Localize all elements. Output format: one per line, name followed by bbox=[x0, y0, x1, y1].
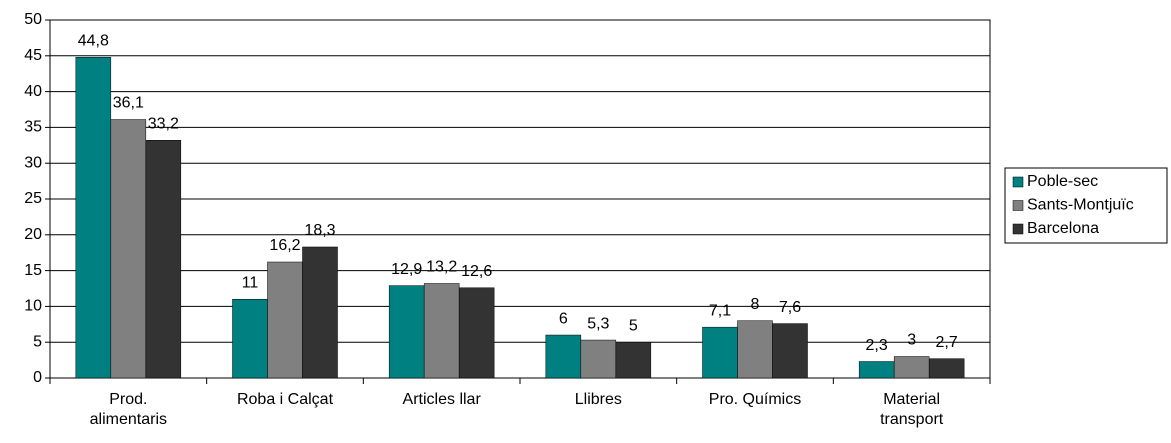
value-label: 6 bbox=[559, 310, 568, 327]
y-tick-label: 50 bbox=[24, 11, 42, 28]
bar bbox=[545, 334, 582, 379]
y-tick-label: 45 bbox=[24, 47, 42, 64]
bar bbox=[928, 358, 965, 379]
x-tick-label: Roba i Calçat bbox=[237, 391, 334, 408]
value-label: 11 bbox=[242, 274, 259, 291]
x-tick-label: Prod. alimentaris bbox=[90, 391, 167, 428]
bar bbox=[145, 140, 182, 379]
legend-swatch bbox=[1012, 200, 1024, 211]
value-label: 33,2 bbox=[148, 116, 179, 133]
y-tick-label: 40 bbox=[24, 83, 42, 100]
bar bbox=[110, 119, 147, 379]
y-tick-label: 30 bbox=[24, 154, 42, 171]
bar bbox=[267, 261, 303, 379]
x-tick-label: Material transport bbox=[880, 391, 944, 428]
value-label: 18,3 bbox=[304, 222, 335, 239]
value-label: 36,1 bbox=[113, 95, 144, 112]
bar bbox=[702, 326, 738, 379]
value-label: 12,9 bbox=[391, 261, 422, 278]
value-label: 2,7 bbox=[936, 334, 958, 351]
legend-label: Poble-sec bbox=[1027, 173, 1098, 190]
value-label: 3 bbox=[907, 332, 916, 349]
value-label: 2,3 bbox=[866, 337, 888, 354]
value-label: 44,8 bbox=[78, 32, 109, 49]
legend-label: Barcelona bbox=[1027, 220, 1099, 237]
value-label: 5 bbox=[629, 317, 638, 334]
bar bbox=[75, 56, 112, 379]
value-label: 13,2 bbox=[426, 259, 457, 276]
value-label: 7,6 bbox=[779, 299, 801, 316]
y-tick-label: 15 bbox=[24, 262, 42, 279]
legend-swatch bbox=[1012, 176, 1024, 188]
bar bbox=[893, 356, 930, 379]
y-tick-label: 0 bbox=[33, 369, 42, 386]
bar bbox=[615, 341, 652, 379]
value-label: 7,1 bbox=[709, 302, 731, 319]
x-tick-label: Pro. Químics bbox=[709, 391, 801, 408]
value-label: 16,2 bbox=[269, 237, 300, 254]
value-label: 5,3 bbox=[587, 315, 609, 332]
bar bbox=[232, 298, 268, 379]
x-tick-label: Llibres bbox=[575, 391, 622, 408]
bar bbox=[388, 285, 425, 379]
bar bbox=[423, 283, 460, 379]
y-tick-label: 25 bbox=[24, 190, 42, 207]
value-label: 12,6 bbox=[461, 263, 492, 280]
y-tick-label: 35 bbox=[24, 119, 42, 136]
value-label: 8 bbox=[751, 296, 760, 313]
y-tick-label: 10 bbox=[24, 298, 42, 315]
bar bbox=[858, 361, 895, 379]
bar bbox=[737, 320, 773, 379]
bar bbox=[580, 339, 617, 379]
bar bbox=[302, 246, 338, 379]
bar bbox=[458, 287, 495, 379]
x-tick-label: Articles llar bbox=[403, 391, 482, 408]
legend-label: Sants-Montjuïc bbox=[1027, 197, 1134, 214]
y-tick-label: 5 bbox=[33, 333, 42, 350]
y-tick-label: 20 bbox=[24, 226, 42, 243]
legend-box bbox=[1004, 167, 1168, 244]
bar bbox=[772, 323, 808, 379]
legend-swatch bbox=[1012, 223, 1024, 235]
